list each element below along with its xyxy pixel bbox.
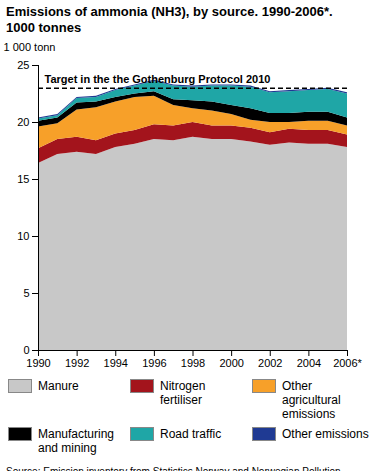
svg-text:2004: 2004 [297, 357, 321, 369]
svg-text:2006*: 2006* [333, 357, 362, 369]
svg-text:2000: 2000 [219, 357, 243, 369]
html-text:Other emissions: Other emissions [282, 427, 369, 441]
svg-text:2002: 2002 [258, 357, 282, 369]
svg-text:1994: 1994 [104, 357, 128, 369]
svg-text:Target in the the Gothenburg P: Target in the the Gothenburg Protocol 20… [45, 73, 271, 85]
html-text:Other agricultural emissions: Other agricultural emissions [282, 379, 341, 421]
svg-text:15: 15 [17, 173, 29, 185]
svg-text:0: 0 [23, 344, 29, 356]
svg-text:1992: 1992 [65, 357, 89, 369]
html-text:Manure: Manure [38, 379, 79, 393]
html-text:Manufacturing and mining: Manufacturing and mining [38, 427, 114, 455]
svg-text:1 000 tonn: 1 000 tonn [4, 41, 56, 53]
svg-text:1996: 1996 [142, 357, 166, 369]
svg-text:10: 10 [17, 230, 29, 242]
svg-text:1990: 1990 [26, 357, 50, 369]
html-text:Emissions of ammonia (NH3), by: Emissions of ammonia (NH3), by source. 1… [6, 4, 333, 35]
svg-text:1998: 1998 [181, 357, 205, 369]
svg-text:5: 5 [23, 287, 29, 299]
html-text:Road traffic: Road traffic [160, 427, 222, 441]
html-text:Nitrogen fertiliser: Nitrogen fertiliser [160, 379, 206, 407]
svg-text:20: 20 [17, 116, 29, 128]
svg-text:25: 25 [17, 59, 29, 71]
